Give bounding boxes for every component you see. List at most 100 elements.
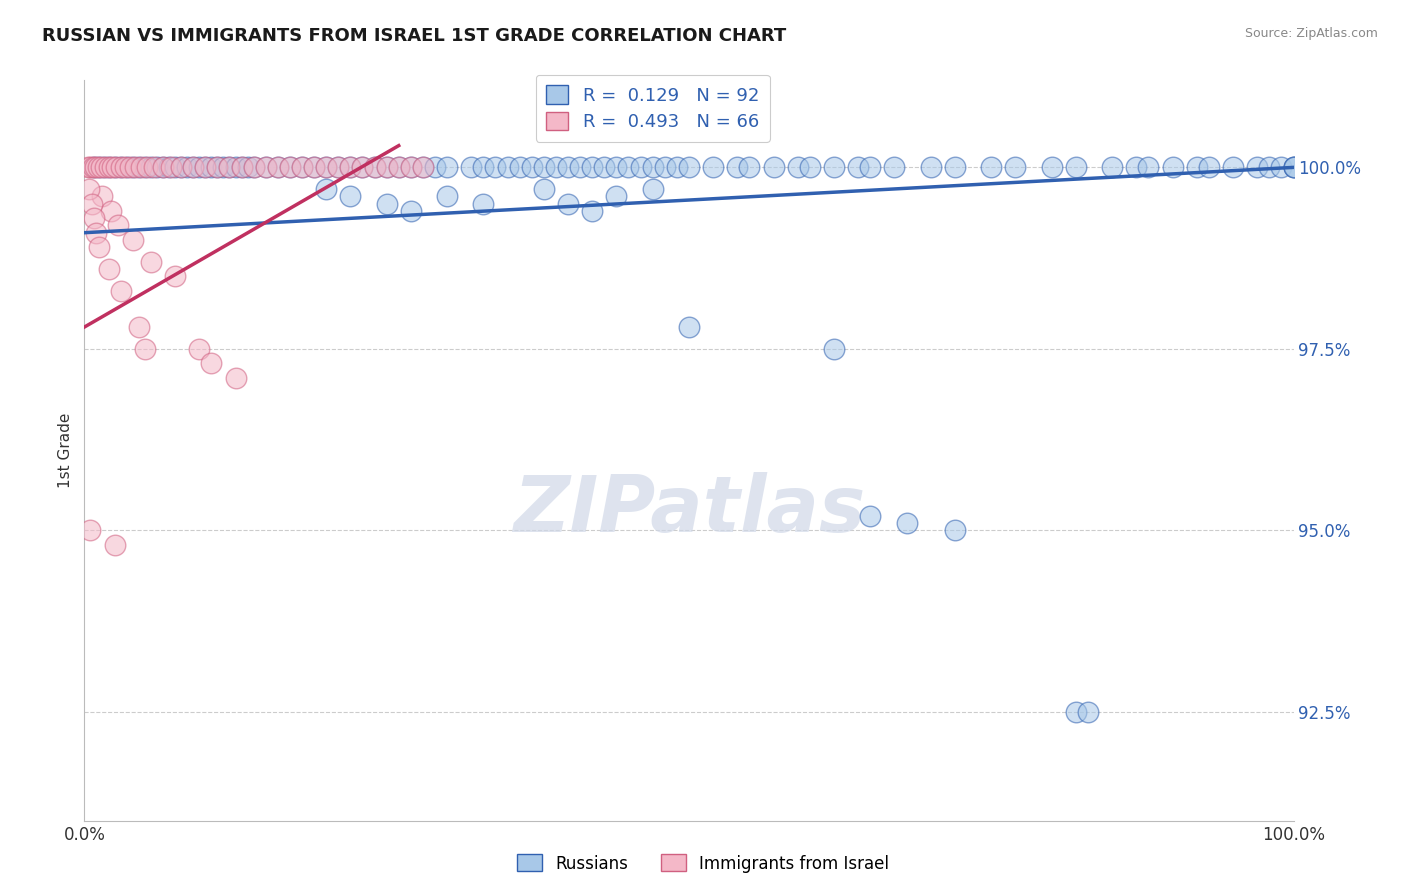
Point — [104, 538, 127, 552]
Point — [188, 342, 211, 356]
Point — [484, 161, 506, 175]
Point — [533, 161, 555, 175]
Point — [630, 161, 652, 175]
Point — [90, 161, 112, 175]
Point — [328, 161, 350, 175]
Point — [1125, 161, 1147, 175]
Point — [1137, 161, 1160, 175]
Point — [1282, 161, 1305, 175]
Point — [93, 161, 115, 175]
Point — [110, 284, 132, 298]
Point — [509, 161, 531, 175]
Point — [799, 161, 821, 175]
Point — [143, 161, 166, 175]
Point — [1064, 705, 1087, 719]
Point — [823, 161, 845, 175]
Point — [115, 161, 138, 175]
Point — [136, 161, 159, 175]
Point — [846, 161, 869, 175]
Point — [654, 161, 676, 175]
Point — [152, 161, 174, 175]
Point — [375, 161, 398, 175]
Point — [1282, 161, 1305, 175]
Point — [254, 161, 277, 175]
Point — [83, 211, 105, 226]
Point — [165, 161, 187, 175]
Point — [738, 161, 761, 175]
Point — [1282, 161, 1305, 175]
Point — [569, 161, 592, 175]
Point — [194, 161, 217, 175]
Point — [1040, 161, 1063, 175]
Point — [97, 262, 120, 277]
Point — [176, 161, 198, 175]
Point — [1258, 161, 1281, 175]
Point — [641, 182, 664, 196]
Point — [315, 182, 337, 196]
Point — [104, 161, 127, 175]
Point — [544, 161, 567, 175]
Point — [472, 196, 495, 211]
Point — [218, 161, 240, 175]
Point — [786, 161, 808, 175]
Point — [412, 161, 434, 175]
Point — [128, 320, 150, 334]
Point — [146, 161, 169, 175]
Point — [339, 161, 361, 175]
Point — [1077, 705, 1099, 719]
Legend: Russians, Immigrants from Israel: Russians, Immigrants from Israel — [510, 847, 896, 880]
Point — [139, 161, 162, 175]
Point — [388, 161, 411, 175]
Point — [80, 196, 103, 211]
Point — [86, 226, 108, 240]
Point — [225, 161, 247, 175]
Point — [79, 524, 101, 538]
Point — [472, 161, 495, 175]
Point — [231, 161, 253, 175]
Point — [1246, 161, 1268, 175]
Point — [581, 203, 603, 218]
Point — [121, 161, 143, 175]
Point — [762, 161, 785, 175]
Point — [533, 182, 555, 196]
Point — [231, 161, 253, 175]
Point — [207, 161, 229, 175]
Y-axis label: 1st Grade: 1st Grade — [58, 413, 73, 488]
Point — [412, 161, 434, 175]
Point — [181, 161, 204, 175]
Point — [375, 196, 398, 211]
Point — [593, 161, 616, 175]
Point — [278, 161, 301, 175]
Point — [315, 161, 337, 175]
Legend: R =  0.129   N = 92, R =  0.493   N = 66: R = 0.129 N = 92, R = 0.493 N = 66 — [536, 75, 769, 142]
Point — [83, 161, 105, 175]
Point — [157, 161, 180, 175]
Point — [120, 161, 142, 175]
Point — [883, 161, 905, 175]
Point — [134, 342, 156, 356]
Point — [436, 161, 458, 175]
Point — [291, 161, 314, 175]
Point — [200, 356, 222, 370]
Point — [94, 161, 117, 175]
Point — [110, 161, 132, 175]
Point — [920, 161, 942, 175]
Point — [128, 161, 150, 175]
Point — [943, 524, 966, 538]
Point — [375, 161, 398, 175]
Point — [363, 161, 385, 175]
Point — [242, 161, 264, 175]
Point — [1004, 161, 1026, 175]
Point — [399, 203, 422, 218]
Point — [423, 161, 446, 175]
Point — [97, 161, 120, 175]
Point — [236, 161, 259, 175]
Point — [165, 269, 187, 284]
Point — [188, 161, 211, 175]
Point — [302, 161, 325, 175]
Point — [1161, 161, 1184, 175]
Point — [1064, 161, 1087, 175]
Point — [605, 189, 627, 203]
Point — [557, 161, 579, 175]
Point — [152, 161, 174, 175]
